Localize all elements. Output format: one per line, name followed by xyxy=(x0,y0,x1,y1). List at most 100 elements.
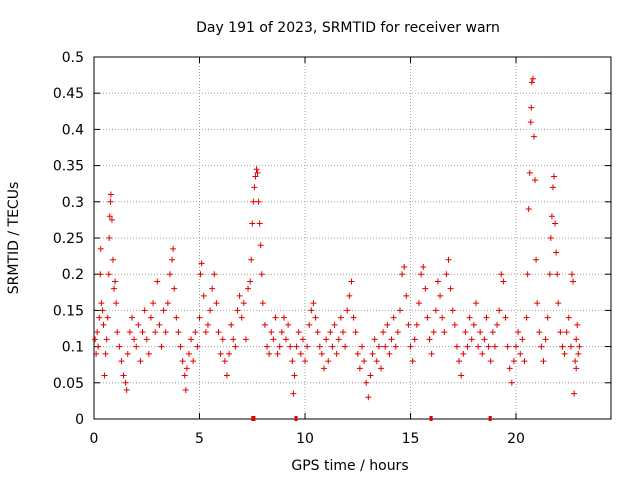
data-point xyxy=(171,285,178,292)
data-point xyxy=(111,285,118,292)
data-point xyxy=(124,350,131,357)
data-point xyxy=(340,329,347,336)
data-point xyxy=(491,343,498,350)
data-point xyxy=(162,329,169,336)
data-point xyxy=(525,206,532,213)
data-point xyxy=(524,271,531,278)
data-point xyxy=(156,321,163,328)
data-point xyxy=(407,343,414,350)
data-point xyxy=(223,372,230,379)
y-tick-label: 0.1 xyxy=(62,340,84,356)
data-point xyxy=(528,79,535,86)
data-point xyxy=(392,343,399,350)
data-point xyxy=(521,358,528,365)
data-point xyxy=(196,314,203,321)
data-point xyxy=(293,343,300,350)
data-point xyxy=(367,372,374,379)
data-point xyxy=(272,314,279,321)
data-point xyxy=(268,329,275,336)
data-point xyxy=(466,314,473,321)
data-point xyxy=(242,336,249,343)
data-point xyxy=(290,390,297,397)
data-point xyxy=(573,365,580,372)
data-point xyxy=(549,184,556,191)
data-point xyxy=(94,329,101,336)
data-point xyxy=(413,321,420,328)
data-point xyxy=(302,358,309,365)
data-point xyxy=(567,343,574,350)
data-point xyxy=(526,169,533,176)
data-point xyxy=(112,278,119,285)
data-point xyxy=(575,350,582,357)
chart-title: Day 191 of 2023, SRMTID for receiver war… xyxy=(196,20,500,36)
data-point xyxy=(536,329,543,336)
data-point xyxy=(415,300,422,307)
data-point xyxy=(530,133,537,140)
y-tick-label: 0.35 xyxy=(53,159,84,175)
data-point xyxy=(278,329,285,336)
y-tick-label: 0.5 xyxy=(62,50,84,66)
data-point xyxy=(337,314,344,321)
data-point xyxy=(289,358,296,365)
data-points xyxy=(92,75,583,401)
data-point xyxy=(565,314,572,321)
data-point xyxy=(285,321,292,328)
data-point xyxy=(504,343,511,350)
data-point xyxy=(443,271,450,278)
data-point xyxy=(310,300,317,307)
data-point xyxy=(456,358,463,365)
data-point xyxy=(445,256,452,263)
data-point xyxy=(154,278,161,285)
data-point xyxy=(102,350,109,357)
data-point xyxy=(538,343,545,350)
data-point xyxy=(533,256,540,263)
data-point xyxy=(375,343,382,350)
data-point xyxy=(470,321,477,328)
data-point xyxy=(197,271,204,278)
data-point xyxy=(502,314,509,321)
data-point xyxy=(388,336,395,343)
data-point xyxy=(508,379,515,386)
data-point xyxy=(559,343,566,350)
data-point xyxy=(517,350,524,357)
data-point xyxy=(236,292,243,299)
data-point xyxy=(547,235,554,241)
data-point xyxy=(371,336,378,343)
data-point xyxy=(358,343,365,350)
data-point xyxy=(321,365,328,372)
data-point xyxy=(217,350,224,357)
data-point xyxy=(283,336,290,343)
data-point xyxy=(252,173,259,180)
data-point xyxy=(177,343,184,350)
data-point xyxy=(485,343,492,350)
data-point xyxy=(109,256,116,263)
data-point xyxy=(418,271,425,278)
y-tick-label: 0 xyxy=(75,412,84,428)
axis-ticks xyxy=(93,56,611,420)
data-point xyxy=(105,271,112,278)
data-point xyxy=(354,350,361,357)
data-point xyxy=(428,350,435,357)
data-point xyxy=(532,177,539,184)
data-point xyxy=(104,314,111,321)
data-point xyxy=(458,372,465,379)
data-point xyxy=(234,307,241,314)
data-point xyxy=(468,336,475,343)
data-point xyxy=(312,314,319,321)
data-point xyxy=(170,245,177,252)
data-point xyxy=(409,358,416,365)
data-point xyxy=(373,358,380,365)
data-point xyxy=(255,198,262,205)
data-point xyxy=(254,169,261,176)
data-point xyxy=(318,350,325,357)
data-point xyxy=(93,350,100,357)
data-point xyxy=(544,314,551,321)
data-point xyxy=(426,336,433,343)
data-point xyxy=(424,314,431,321)
data-point xyxy=(202,329,209,336)
data-point xyxy=(384,321,391,328)
data-point xyxy=(420,263,427,270)
data-point xyxy=(333,350,340,357)
data-point xyxy=(100,321,107,328)
data-point xyxy=(350,314,357,321)
